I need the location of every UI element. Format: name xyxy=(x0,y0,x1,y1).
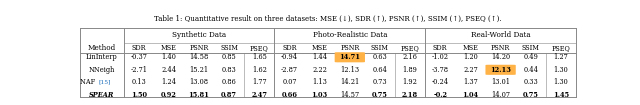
Text: SPEAR: SPEAR xyxy=(89,91,115,99)
Text: 0.13: 0.13 xyxy=(131,78,146,86)
Text: 2.44: 2.44 xyxy=(161,66,177,74)
Text: -2.71: -2.71 xyxy=(130,66,147,74)
Text: 1.04: 1.04 xyxy=(462,91,479,99)
Text: 2.27: 2.27 xyxy=(463,66,478,74)
Text: 1.03: 1.03 xyxy=(312,91,328,99)
FancyBboxPatch shape xyxy=(335,52,365,62)
Text: -1.02: -1.02 xyxy=(432,53,449,61)
Text: Synthetic Data: Synthetic Data xyxy=(172,31,226,39)
Text: MSE: MSE xyxy=(161,44,177,52)
Text: 0.63: 0.63 xyxy=(372,53,387,61)
Text: 0.33: 0.33 xyxy=(524,78,538,86)
Text: 1.65: 1.65 xyxy=(252,53,267,61)
Text: 0.66: 0.66 xyxy=(282,91,298,99)
Text: NNeigh: NNeigh xyxy=(88,66,115,74)
Text: 1.20: 1.20 xyxy=(463,53,478,61)
Text: 14.20: 14.20 xyxy=(491,53,510,61)
Text: PSNR: PSNR xyxy=(340,44,360,52)
Text: PSEQ: PSEQ xyxy=(401,44,419,52)
FancyBboxPatch shape xyxy=(486,65,516,75)
Text: 0.49: 0.49 xyxy=(524,53,538,61)
Text: PSEQ: PSEQ xyxy=(552,44,570,52)
Text: 0.75: 0.75 xyxy=(523,91,539,99)
Text: 14.21: 14.21 xyxy=(340,78,360,86)
Text: 13.08: 13.08 xyxy=(189,78,209,86)
Text: Method: Method xyxy=(88,44,116,52)
Text: -3.78: -3.78 xyxy=(432,66,449,74)
Text: 13.01: 13.01 xyxy=(491,78,510,86)
Text: 0.73: 0.73 xyxy=(372,78,387,86)
Text: -2.87: -2.87 xyxy=(281,66,298,74)
Text: Photo-Realistic Data: Photo-Realistic Data xyxy=(312,31,387,39)
Text: 0.75: 0.75 xyxy=(372,91,388,99)
Text: 1.27: 1.27 xyxy=(554,53,568,61)
Text: 1.30: 1.30 xyxy=(554,78,568,86)
Text: SDR: SDR xyxy=(131,44,146,52)
Text: PSNR: PSNR xyxy=(491,44,510,52)
Text: MSE: MSE xyxy=(312,44,328,52)
Text: 1.40: 1.40 xyxy=(161,53,177,61)
Text: 15.21: 15.21 xyxy=(189,66,209,74)
Text: Real-World Data: Real-World Data xyxy=(471,31,531,39)
Text: PSEQ: PSEQ xyxy=(250,44,269,52)
Text: 2.22: 2.22 xyxy=(312,66,327,74)
Text: 1.89: 1.89 xyxy=(403,66,417,74)
Text: 1.62: 1.62 xyxy=(252,66,267,74)
Text: MSE: MSE xyxy=(463,44,478,52)
Text: SSIM: SSIM xyxy=(371,44,389,52)
Text: 0.87: 0.87 xyxy=(221,91,237,99)
Text: 2.18: 2.18 xyxy=(402,91,418,99)
Text: 0.85: 0.85 xyxy=(222,53,237,61)
Text: 1.45: 1.45 xyxy=(553,91,569,99)
Text: 0.07: 0.07 xyxy=(282,78,297,86)
Text: -0.94: -0.94 xyxy=(281,53,298,61)
Text: 0.64: 0.64 xyxy=(372,66,387,74)
Text: -0.37: -0.37 xyxy=(131,53,147,61)
Text: 0.44: 0.44 xyxy=(524,66,538,74)
Text: LinInterp: LinInterp xyxy=(86,53,118,61)
Text: -0.24: -0.24 xyxy=(432,78,449,86)
Text: 14.07: 14.07 xyxy=(491,91,510,99)
Text: 1.37: 1.37 xyxy=(463,78,478,86)
Text: 1.44: 1.44 xyxy=(312,53,327,61)
Text: 15.81: 15.81 xyxy=(189,91,209,99)
Text: SSIM: SSIM xyxy=(220,44,238,52)
Text: 1.24: 1.24 xyxy=(161,78,177,86)
Text: SDR: SDR xyxy=(282,44,297,52)
Text: 1.30: 1.30 xyxy=(554,66,568,74)
Text: 2.47: 2.47 xyxy=(252,91,268,99)
Text: SDR: SDR xyxy=(433,44,447,52)
Text: -0.2: -0.2 xyxy=(433,91,447,99)
Text: 1.92: 1.92 xyxy=(403,78,417,86)
Text: 12.13: 12.13 xyxy=(490,66,511,74)
Text: PSNR: PSNR xyxy=(189,44,209,52)
Text: 1.77: 1.77 xyxy=(252,78,267,86)
Text: 0.86: 0.86 xyxy=(222,78,237,86)
Text: 14.57: 14.57 xyxy=(340,91,360,99)
Text: NAF: NAF xyxy=(81,78,98,86)
Text: 0.83: 0.83 xyxy=(222,66,237,74)
Text: [15]: [15] xyxy=(98,80,111,85)
Text: 14.58: 14.58 xyxy=(189,53,209,61)
Text: 0.92: 0.92 xyxy=(161,91,177,99)
Text: SSIM: SSIM xyxy=(522,44,540,52)
Text: 1.13: 1.13 xyxy=(312,78,327,86)
Text: 14.71: 14.71 xyxy=(339,53,360,61)
Text: 12.13: 12.13 xyxy=(340,66,360,74)
Text: 1.50: 1.50 xyxy=(131,91,147,99)
Text: Table 1: Quantitative result on three datasets: MSE (↓), SDR (↑), PSNR (↑), SSIM: Table 1: Quantitative result on three da… xyxy=(154,15,502,23)
Text: 2.16: 2.16 xyxy=(403,53,417,61)
